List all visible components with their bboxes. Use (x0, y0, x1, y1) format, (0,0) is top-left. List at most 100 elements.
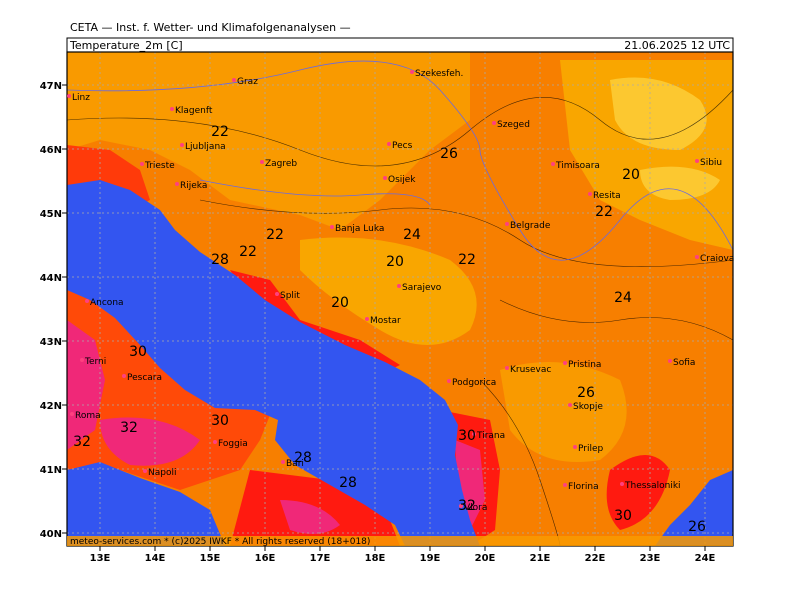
city-marker (588, 192, 592, 196)
contour-label: 22 (595, 204, 613, 220)
contour-label: 24 (403, 227, 421, 243)
institute-title: CETA — Inst. f. Wetter- und Klimafolgena… (70, 21, 351, 34)
city-marker (122, 374, 126, 378)
lat-label: 42N (40, 401, 62, 412)
city-marker (67, 94, 71, 98)
contour-label: 30 (458, 428, 476, 444)
city-label: Craiova (700, 254, 734, 264)
city-marker (620, 482, 624, 486)
city-label: Thessaloniki (624, 481, 681, 491)
city-label: Klagenft (175, 106, 213, 116)
city-label: Sibiu (700, 158, 722, 168)
contour-label: 20 (386, 254, 404, 270)
city-label: Napoli (148, 468, 176, 478)
city-marker (80, 358, 84, 362)
contour-label: 30 (211, 413, 229, 429)
contour-label: 26 (688, 519, 706, 535)
city-marker (472, 432, 476, 436)
city-label: Graz (237, 77, 258, 87)
rivers (67, 60, 733, 261)
contour-label: 26 (440, 146, 458, 162)
cool-zone (610, 77, 707, 150)
lat-label: 41N (40, 465, 62, 476)
city-label: Belgrade (510, 221, 551, 231)
city-marker (573, 445, 577, 449)
lat-label: 44N (40, 273, 62, 284)
city-marker (85, 299, 89, 303)
city-label: Banja Luka (335, 224, 384, 234)
city-label: Split (280, 291, 300, 301)
city-label: Pecs (392, 141, 413, 151)
city-marker (232, 78, 236, 82)
cool-zone (300, 237, 477, 345)
city-label: Sarajevo (402, 283, 442, 293)
contour-label: 32 (120, 420, 138, 436)
lat-label: 40N (40, 529, 62, 540)
city-label: Prilep (578, 444, 604, 454)
lon-label: 15E (200, 553, 221, 564)
city-label: Ljubljana (185, 142, 226, 152)
city-marker (505, 366, 509, 370)
city-label: Szeged (497, 120, 530, 130)
city-marker (505, 222, 509, 226)
city-label: Osijek (388, 175, 416, 185)
city-label: Ancona (90, 298, 124, 308)
city-label: Szekesfeh. (415, 69, 463, 79)
parameter-label: Temperature_2m [C] (69, 39, 183, 52)
sea (67, 180, 480, 546)
city-marker (397, 284, 401, 288)
contour-label: 32 (73, 434, 91, 450)
lon-label: 17E (310, 553, 331, 564)
city-label: Mostar (370, 316, 401, 326)
lon-label: 20E (475, 553, 496, 564)
city-label: Tirana (476, 431, 505, 441)
contour-label: 22 (239, 244, 257, 260)
contour-label: 20 (331, 295, 349, 311)
city-marker (459, 504, 463, 508)
city-marker (140, 162, 144, 166)
lat-label: 43N (40, 337, 62, 348)
city-label: Pescara (127, 373, 162, 383)
lon-label: 24E (695, 553, 716, 564)
city-marker (551, 162, 555, 166)
city-marker (70, 412, 74, 416)
contour-label: 20 (622, 167, 640, 183)
city-label: Linz (72, 93, 90, 103)
sea (655, 470, 733, 546)
city-label: Pristina (568, 360, 601, 370)
contour-label: 26 (577, 385, 595, 401)
contour-label: 28 (211, 252, 229, 268)
city-label: Podgorica (452, 378, 496, 388)
city-marker (387, 142, 391, 146)
contour-label: 24 (614, 290, 632, 306)
lon-label: 21E (530, 553, 551, 564)
city-marker (143, 469, 147, 473)
city-label: Rijeka (180, 181, 207, 191)
city-marker (260, 160, 264, 164)
lon-label: 14E (145, 553, 166, 564)
contour-label: 28 (339, 475, 357, 491)
contour-label: 28 (294, 450, 312, 466)
city-marker (447, 379, 451, 383)
datetime-label: 21.06.2025 12 UTC (624, 39, 730, 52)
contour-label: 22 (266, 227, 284, 243)
city-label: Krusevac (510, 365, 551, 375)
city-label: Sofia (673, 358, 695, 368)
very-hot-zone (100, 417, 200, 466)
city-label: Terni (84, 357, 106, 367)
city-label: Roma (75, 411, 101, 421)
footer-band (67, 536, 733, 546)
city-label: Trieste (144, 161, 175, 171)
lat-label: 45N (40, 209, 62, 220)
city-label: Timisoara (555, 161, 600, 171)
city-marker (568, 403, 572, 407)
city-marker (695, 255, 699, 259)
city-marker (365, 317, 369, 321)
lon-label: 13E (90, 553, 111, 564)
lon-label: 19E (420, 553, 441, 564)
graticule (67, 52, 733, 546)
city-marker (492, 121, 496, 125)
hot-zone (230, 270, 400, 375)
city-marker (213, 440, 217, 444)
